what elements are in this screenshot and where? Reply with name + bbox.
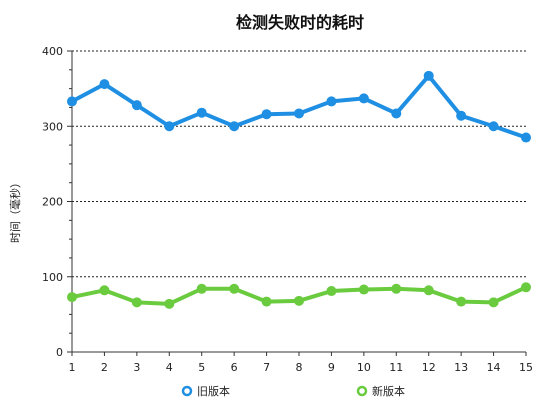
x-tick-label: 9 <box>328 361 335 374</box>
legend-item-2: 新版本 <box>356 384 405 398</box>
y-tick-labels: 0 100 200 300 400 <box>42 45 63 359</box>
data-point <box>326 286 337 297</box>
x-tick-labels: 1 2 3 4 5 6 7 8 9 10 11 12 13 14 15 <box>69 361 534 374</box>
data-point <box>164 298 175 309</box>
data-point <box>521 282 531 293</box>
x-tick-label: 8 <box>296 361 303 374</box>
chart-title: 检测失败时的耗时 <box>236 13 364 32</box>
data-point <box>261 296 272 307</box>
data-point <box>229 121 240 132</box>
x-tick-label: 10 <box>357 361 371 374</box>
y-tick-label: 100 <box>42 271 63 284</box>
data-point <box>99 285 110 296</box>
x-tick-label: 2 <box>101 361 108 374</box>
data-point <box>423 70 434 81</box>
data-point <box>358 284 369 295</box>
x-tick-label: 5 <box>198 361 205 374</box>
x-tick-label: 15 <box>519 361 533 374</box>
legend-marker-icon <box>181 385 193 397</box>
data-point <box>196 107 207 118</box>
x-tick-label: 7 <box>263 361 270 374</box>
x-tick-label: 11 <box>389 361 403 374</box>
legend-label: 旧版本 <box>197 384 230 398</box>
x-tick-label: 13 <box>454 361 468 374</box>
legend: 旧版本 新版本 <box>181 384 405 398</box>
data-point <box>488 121 499 132</box>
data-point <box>67 96 77 107</box>
data-point <box>456 296 467 307</box>
x-tick-label: 3 <box>133 361 140 374</box>
x-tick-label: 12 <box>422 361 436 374</box>
legend-item-1: 旧版本 <box>181 384 230 398</box>
series-1 <box>67 70 531 143</box>
data-point <box>488 297 499 308</box>
data-point <box>521 132 531 143</box>
data-point <box>456 110 467 121</box>
x-tick-label: 14 <box>487 361 501 374</box>
series-2 <box>67 282 531 309</box>
data-point <box>294 295 304 306</box>
y-tick-label: 300 <box>42 120 63 133</box>
legend-marker-icon <box>356 385 368 397</box>
data-point <box>391 108 402 119</box>
data-point <box>196 283 207 294</box>
x-tick-label: 1 <box>69 361 76 374</box>
data-point <box>99 79 110 90</box>
legend-label: 新版本 <box>372 384 405 398</box>
x-tick-label: 6 <box>231 361 238 374</box>
data-point <box>131 100 142 111</box>
data-point <box>358 93 369 104</box>
x-tick-label: 4 <box>166 361 173 374</box>
data-point <box>391 283 402 294</box>
axes <box>67 50 527 356</box>
data-point <box>131 297 142 308</box>
data-point <box>294 108 304 119</box>
y-tick-label: 200 <box>42 196 63 209</box>
grid-lines <box>72 50 526 278</box>
data-point <box>229 283 240 294</box>
data-point <box>67 292 77 303</box>
data-point <box>423 285 434 296</box>
data-point <box>164 121 175 132</box>
data-point <box>261 109 272 120</box>
y-tick-label: 0 <box>56 346 63 359</box>
y-axis-label: 时间（毫秒） <box>8 177 22 243</box>
y-tick-label: 400 <box>42 45 63 58</box>
data-point <box>326 96 337 107</box>
series-layer <box>67 70 531 309</box>
